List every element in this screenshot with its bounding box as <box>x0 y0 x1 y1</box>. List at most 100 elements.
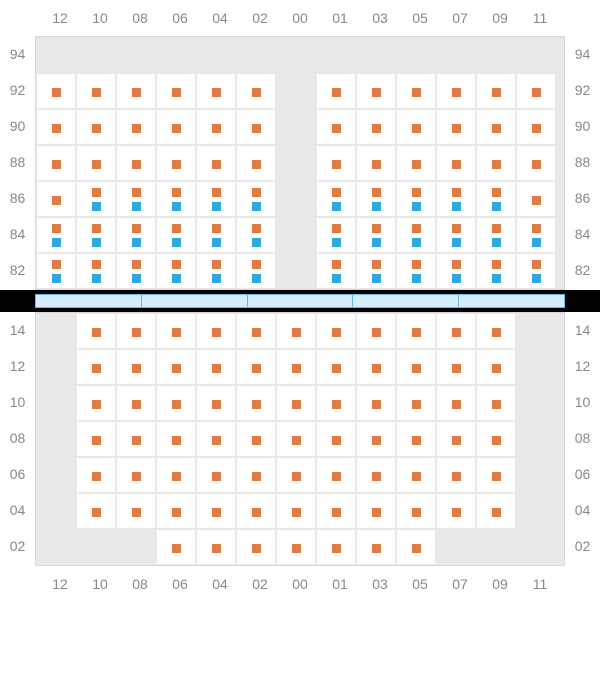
seat-cell[interactable] <box>116 421 156 457</box>
seat-cell[interactable] <box>156 217 196 253</box>
seat-cell[interactable] <box>316 109 356 145</box>
seat-cell[interactable] <box>196 493 236 529</box>
seat-cell[interactable] <box>396 145 436 181</box>
seat-cell[interactable] <box>476 457 516 493</box>
seat-cell[interactable] <box>276 493 316 529</box>
seat-cell[interactable] <box>356 181 396 217</box>
seat-cell[interactable] <box>196 73 236 109</box>
seat-cell[interactable] <box>436 457 476 493</box>
seat-cell[interactable] <box>156 349 196 385</box>
seat-cell[interactable] <box>196 109 236 145</box>
seat-cell[interactable] <box>76 349 116 385</box>
seat-cell[interactable] <box>476 493 516 529</box>
seat-cell[interactable] <box>396 529 436 565</box>
seat-cell[interactable] <box>356 73 396 109</box>
seat-cell[interactable] <box>396 217 436 253</box>
seat-cell[interactable] <box>396 313 436 349</box>
seat-cell[interactable] <box>276 457 316 493</box>
seat-cell[interactable] <box>476 109 516 145</box>
seat-cell[interactable] <box>316 493 356 529</box>
seat-cell[interactable] <box>236 217 276 253</box>
seat-cell[interactable] <box>476 421 516 457</box>
seat-cell[interactable] <box>76 145 116 181</box>
seat-cell[interactable] <box>316 457 356 493</box>
seat-cell[interactable] <box>436 181 476 217</box>
seat-cell[interactable] <box>196 421 236 457</box>
seat-cell[interactable] <box>276 385 316 421</box>
seat-cell[interactable] <box>436 109 476 145</box>
seat-cell[interactable] <box>316 181 356 217</box>
seat-cell[interactable] <box>276 313 316 349</box>
seat-cell[interactable] <box>356 253 396 289</box>
seat-cell[interactable] <box>476 73 516 109</box>
seat-cell[interactable] <box>116 217 156 253</box>
seat-cell[interactable] <box>476 253 516 289</box>
seat-cell[interactable] <box>396 73 436 109</box>
seat-cell[interactable] <box>196 253 236 289</box>
seat-cell[interactable] <box>116 313 156 349</box>
seat-cell[interactable] <box>156 73 196 109</box>
seat-cell[interactable] <box>436 253 476 289</box>
seat-cell[interactable] <box>396 385 436 421</box>
seat-cell[interactable] <box>156 181 196 217</box>
seat-cell[interactable] <box>76 109 116 145</box>
seat-cell[interactable] <box>476 349 516 385</box>
seat-cell[interactable] <box>156 109 196 145</box>
seat-cell[interactable] <box>116 109 156 145</box>
seat-cell[interactable] <box>156 493 196 529</box>
seat-cell[interactable] <box>356 217 396 253</box>
seat-cell[interactable] <box>236 253 276 289</box>
seat-cell[interactable] <box>36 145 76 181</box>
seat-cell[interactable] <box>396 253 436 289</box>
seat-cell[interactable] <box>356 421 396 457</box>
seat-cell[interactable] <box>116 145 156 181</box>
seat-cell[interactable] <box>76 253 116 289</box>
seat-cell[interactable] <box>436 217 476 253</box>
seat-cell[interactable] <box>236 349 276 385</box>
seat-cell[interactable] <box>116 349 156 385</box>
seat-cell[interactable] <box>156 457 196 493</box>
seat-cell[interactable] <box>396 493 436 529</box>
seat-cell[interactable] <box>236 457 276 493</box>
seat-cell[interactable] <box>356 313 396 349</box>
seat-cell[interactable] <box>356 457 396 493</box>
seat-cell[interactable] <box>116 253 156 289</box>
seat-cell[interactable] <box>316 313 356 349</box>
seat-cell[interactable] <box>236 181 276 217</box>
seat-cell[interactable] <box>196 349 236 385</box>
seat-cell[interactable] <box>36 73 76 109</box>
seat-cell[interactable] <box>316 421 356 457</box>
seat-cell[interactable] <box>76 217 116 253</box>
seat-cell[interactable] <box>196 145 236 181</box>
seat-cell[interactable] <box>476 313 516 349</box>
seat-cell[interactable] <box>76 457 116 493</box>
seat-cell[interactable] <box>436 313 476 349</box>
seat-cell[interactable] <box>316 145 356 181</box>
seat-cell[interactable] <box>156 145 196 181</box>
seat-cell[interactable] <box>396 349 436 385</box>
seat-cell[interactable] <box>476 217 516 253</box>
seat-cell[interactable] <box>356 385 396 421</box>
seat-cell[interactable] <box>516 217 556 253</box>
seat-cell[interactable] <box>236 493 276 529</box>
seat-cell[interactable] <box>116 385 156 421</box>
seat-cell[interactable] <box>196 385 236 421</box>
seat-cell[interactable] <box>116 493 156 529</box>
seat-cell[interactable] <box>196 217 236 253</box>
seat-cell[interactable] <box>116 457 156 493</box>
seat-cell[interactable] <box>476 385 516 421</box>
seat-cell[interactable] <box>156 385 196 421</box>
seat-cell[interactable] <box>196 457 236 493</box>
seat-cell[interactable] <box>356 529 396 565</box>
seat-cell[interactable] <box>396 457 436 493</box>
seat-cell[interactable] <box>236 73 276 109</box>
seat-cell[interactable] <box>356 493 396 529</box>
seat-cell[interactable] <box>236 385 276 421</box>
seat-cell[interactable] <box>196 313 236 349</box>
seat-cell[interactable] <box>516 181 556 217</box>
seat-cell[interactable] <box>356 145 396 181</box>
seat-cell[interactable] <box>236 313 276 349</box>
seat-cell[interactable] <box>316 253 356 289</box>
seat-cell[interactable] <box>36 217 76 253</box>
seat-cell[interactable] <box>356 109 396 145</box>
